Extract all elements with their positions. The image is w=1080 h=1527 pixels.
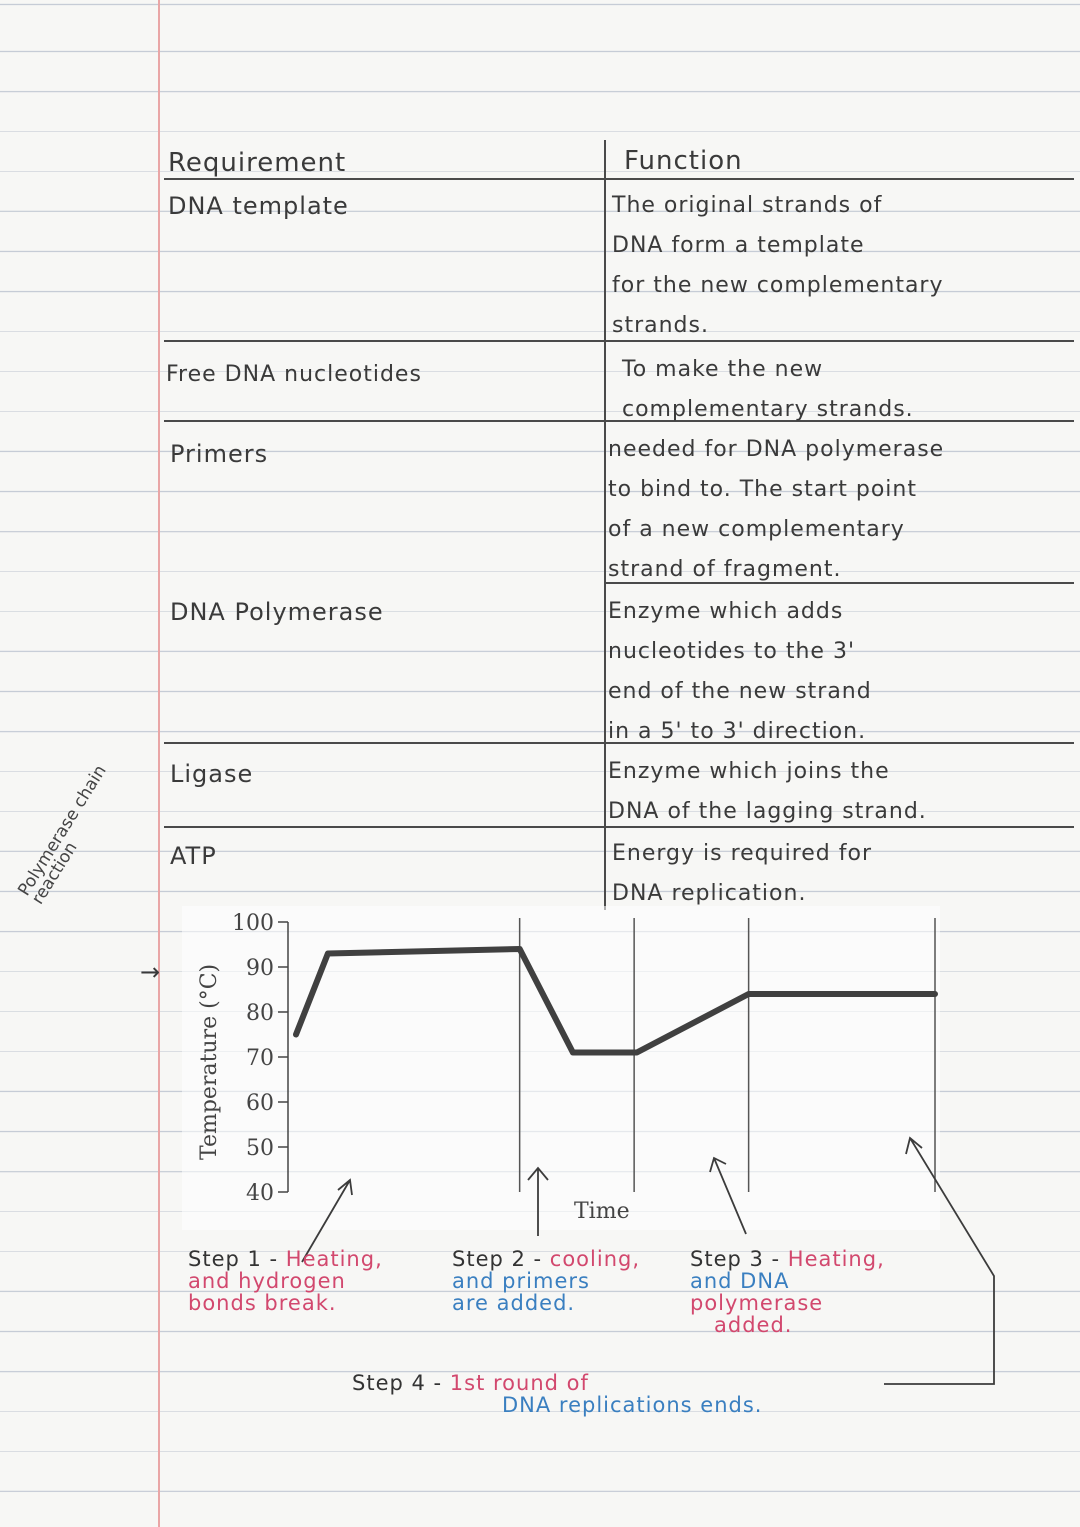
y-axis-label: Temperature (°C)	[197, 964, 222, 1160]
step2-line1: cooling,	[549, 1247, 641, 1271]
step3-note: Step 3 - Heating, and DNA polymerase add…	[690, 1248, 885, 1336]
function-cell: The original strands of DNA form a templ…	[612, 193, 944, 338]
step3-arrow	[709, 1156, 747, 1235]
step2-line2: and primers	[452, 1269, 590, 1293]
requirement-cell: DNA Polymerase	[170, 598, 384, 626]
step4-arrow	[884, 1136, 995, 1385]
header-underline	[164, 178, 1074, 180]
function-cell: Enzyme which adds nucleotides to the 3' …	[608, 599, 872, 744]
step3-line1: Heating,	[787, 1247, 885, 1271]
requirement-cell: Free DNA nucleotides	[166, 362, 422, 387]
function-cell: Energy is required for DNA replication.	[612, 841, 873, 906]
step3-line3: polymerase	[690, 1291, 824, 1315]
step2-prefix: Step 2 -	[452, 1247, 550, 1271]
header-requirement: Requirement	[168, 148, 347, 178]
table-center-divider	[604, 140, 606, 910]
y-tick-label: 90	[246, 956, 274, 981]
y-tick-label: 60	[246, 1091, 274, 1116]
y-tick-label: 40	[246, 1181, 274, 1206]
row-divider	[606, 420, 1074, 422]
step3-prefix: Step 3 -	[690, 1247, 788, 1271]
y-tick-label: 80	[246, 1001, 274, 1026]
requirement-cell: DNA template	[168, 192, 349, 220]
annotation-arrows	[301, 1136, 995, 1385]
temperature-line	[293, 946, 938, 1056]
step3-line2: and DNA	[690, 1269, 790, 1293]
y-tick-label: 50	[246, 1136, 274, 1161]
row-divider	[164, 826, 1074, 828]
step3-line4: added.	[714, 1313, 793, 1337]
step4-prefix: Step 4 -	[352, 1371, 450, 1395]
step1-line1: Heating,	[285, 1247, 383, 1271]
header-function: Function	[624, 146, 743, 176]
step2-arrow	[527, 1166, 549, 1236]
step4-line1: 1st round of	[449, 1371, 589, 1395]
requirement-cell: Ligase	[170, 760, 254, 788]
function-cell: To make the new complementary strands.	[622, 357, 914, 422]
step1-line3: bonds break.	[188, 1291, 337, 1315]
requirement-cell: ATP	[170, 842, 217, 870]
step1-note: Step 1 - Heating, and hydrogen bonds bre…	[188, 1248, 383, 1314]
step1-line2: and hydrogen	[188, 1269, 346, 1293]
y-tick-label: 70	[246, 1046, 274, 1071]
y-tick-label: 100	[232, 911, 274, 936]
row-divider	[606, 582, 1074, 584]
step1-prefix: Step 1 -	[188, 1247, 286, 1271]
requirement-cell: Primers	[170, 440, 269, 468]
step2-note: Step 2 - cooling, and primers are added.	[452, 1248, 640, 1314]
function-cell: Enzyme which joins the DNA of the laggin…	[608, 759, 927, 824]
side-arrow: →	[140, 958, 162, 986]
row-divider	[164, 742, 1074, 744]
y-tick-labels: 100 90 80 70 60 50 40	[232, 911, 274, 1206]
step1-arrow	[301, 1178, 353, 1263]
function-cell: needed for DNA polymerase to bind to. Th…	[608, 437, 945, 582]
row-divider	[164, 340, 1074, 342]
y-axis	[278, 921, 289, 1193]
step4-line2: DNA replications ends.	[502, 1393, 763, 1417]
step4-note: Step 4 - 1st round of DNA replications e…	[352, 1372, 762, 1416]
margin-line	[158, 0, 160, 1527]
x-axis-label: Time	[574, 1199, 630, 1224]
row-divider	[164, 420, 604, 422]
step2-line3: are added.	[452, 1291, 576, 1315]
chart-panel	[182, 906, 940, 1230]
